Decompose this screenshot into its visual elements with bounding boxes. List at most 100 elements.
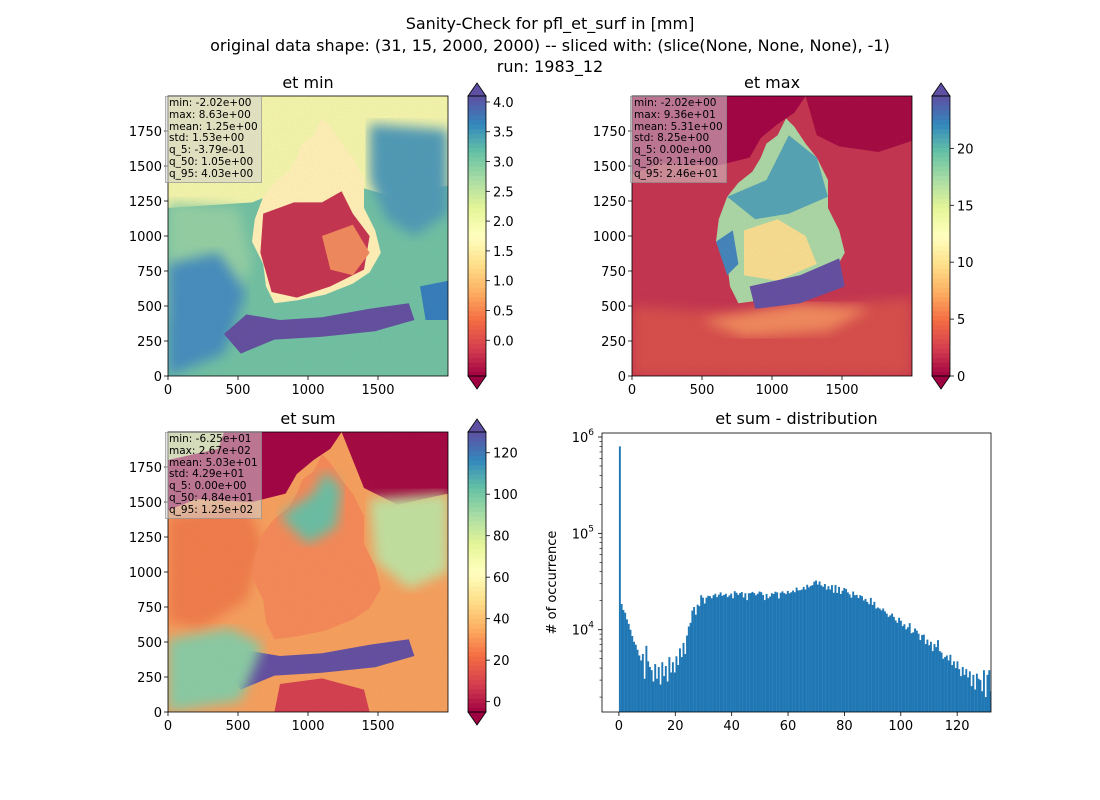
histogram-bar (730, 593, 733, 712)
histogram-bar (679, 648, 681, 712)
histogram-bar (756, 593, 759, 712)
histogram-bar (921, 635, 924, 712)
panel-title: et max (744, 73, 800, 92)
histogram-bar (724, 593, 727, 712)
histogram-bar (663, 676, 666, 712)
histogram-bar (822, 586, 825, 712)
histogram-bar (878, 608, 881, 712)
colorbar-0-tick-label: 1.0 (493, 275, 514, 290)
histogram-bar (636, 649, 639, 712)
histogram-bar (908, 623, 911, 712)
histogram-bar (673, 672, 676, 712)
y-tick-label: 1250 (129, 195, 162, 210)
panel-title: et sum - distribution (715, 409, 877, 428)
histogram-bar (652, 681, 655, 712)
histogram-bar (894, 620, 897, 712)
histogram-bar (958, 669, 961, 712)
histogram-bar (696, 604, 699, 712)
histogram-bar (751, 591, 754, 712)
histogram-bar (701, 597, 704, 712)
histogram-bar (852, 591, 855, 712)
histogram-bar (625, 619, 628, 712)
histogram-bar (758, 591, 761, 712)
histogram-bar (970, 686, 973, 712)
histogram-bar (956, 661, 959, 712)
histogram-bar (850, 597, 853, 712)
suptitle-line-3: run: 1983_12 (496, 57, 604, 76)
histogram-bar (806, 584, 809, 712)
y-tick-label: 1500 (129, 160, 162, 175)
histogram-bar (960, 676, 962, 712)
stats-box-et-min: min: -2.02e+00 max: 8.63e+00 mean: 1.25e… (165, 96, 262, 183)
colorbar-2-tick-label: 60 (493, 571, 510, 586)
histogram-bar (740, 592, 743, 712)
histogram-bar (899, 620, 902, 712)
histogram-bar (871, 604, 874, 712)
histogram-bar (629, 629, 632, 712)
histogram-bar (983, 670, 985, 712)
histogram-bar (785, 594, 787, 712)
histogram-bar (947, 660, 950, 712)
colorbar-0-extend-min (467, 375, 487, 390)
colorbar-1-extend-max (931, 82, 951, 97)
histogram-bar (799, 590, 802, 712)
y-tick-label: 250 (601, 335, 626, 350)
histogram-bar (797, 590, 800, 712)
colorbar-2-tick-label: 40 (493, 613, 510, 628)
colorbar-0-extend-max (467, 82, 487, 97)
histogram-bar (811, 585, 814, 712)
x-tick-label: 1500 (361, 719, 394, 734)
colorbar-0-tick-label: 2.5 (493, 185, 514, 200)
histogram-bar (845, 589, 848, 712)
histogram-bar (762, 595, 764, 712)
y-tick-label: 0 (154, 706, 162, 721)
stats-box-et-max: min: -2.02e+00 max: 9.36e+01 mean: 5.31e… (630, 96, 727, 183)
histogram-bar (666, 681, 669, 712)
histogram-bar (634, 644, 637, 712)
colorbar-1-tick-label: 5 (957, 313, 965, 328)
x-tick-label: 0 (615, 719, 623, 734)
histogram-bar (967, 677, 970, 712)
histogram-bar (677, 665, 680, 712)
y-tick-label: 0 (154, 370, 162, 385)
histogram-bar (891, 613, 894, 712)
y-tick-label: 500 (601, 300, 626, 315)
histogram-bar (915, 630, 918, 712)
histogram-bar (631, 636, 634, 712)
x-tick-label: 1000 (755, 383, 788, 398)
histogram-bar (682, 642, 685, 712)
histogram-bar (661, 662, 664, 712)
histogram-bar (846, 592, 849, 712)
colorbar-0-tick-label: 3.0 (493, 156, 514, 171)
histogram-bar (790, 592, 793, 712)
colorbar-0-tick-label: 4.0 (493, 96, 514, 111)
histogram-bar (868, 604, 871, 712)
histogram-bar (680, 657, 683, 712)
y-tick-label: 750 (137, 265, 162, 280)
histogram-bar (776, 592, 779, 712)
colorbar-2-extend-min (467, 711, 487, 726)
histogram-bar (618, 446, 621, 712)
histogram-bar (992, 667, 994, 712)
histogram-bar (707, 595, 710, 712)
histogram-bar (836, 592, 839, 712)
histogram-bar (816, 584, 819, 712)
histogram-bar (627, 623, 630, 712)
histogram-bar (716, 597, 719, 712)
histogram-bar (721, 595, 724, 712)
histogram-bar (942, 658, 945, 712)
x-tick-label: 0 (628, 383, 636, 398)
histogram-bar (869, 597, 872, 712)
histogram-bar (990, 691, 991, 712)
x-tick-label: 1500 (825, 383, 858, 398)
colorbar-2-extend-max (467, 418, 487, 433)
histogram-bar (633, 641, 635, 712)
colorbar-0-tick-label: 0.0 (493, 334, 514, 349)
y-axis-label: # of occurrence (545, 531, 560, 635)
y-tick-label: 750 (137, 601, 162, 616)
x-tick-label: 500 (690, 383, 715, 398)
histogram-bar (802, 586, 805, 712)
histogram-bar (698, 606, 701, 712)
colorbar-0-tick-label: 3.5 (493, 126, 514, 141)
y-tick-label: 1500 (593, 160, 626, 175)
